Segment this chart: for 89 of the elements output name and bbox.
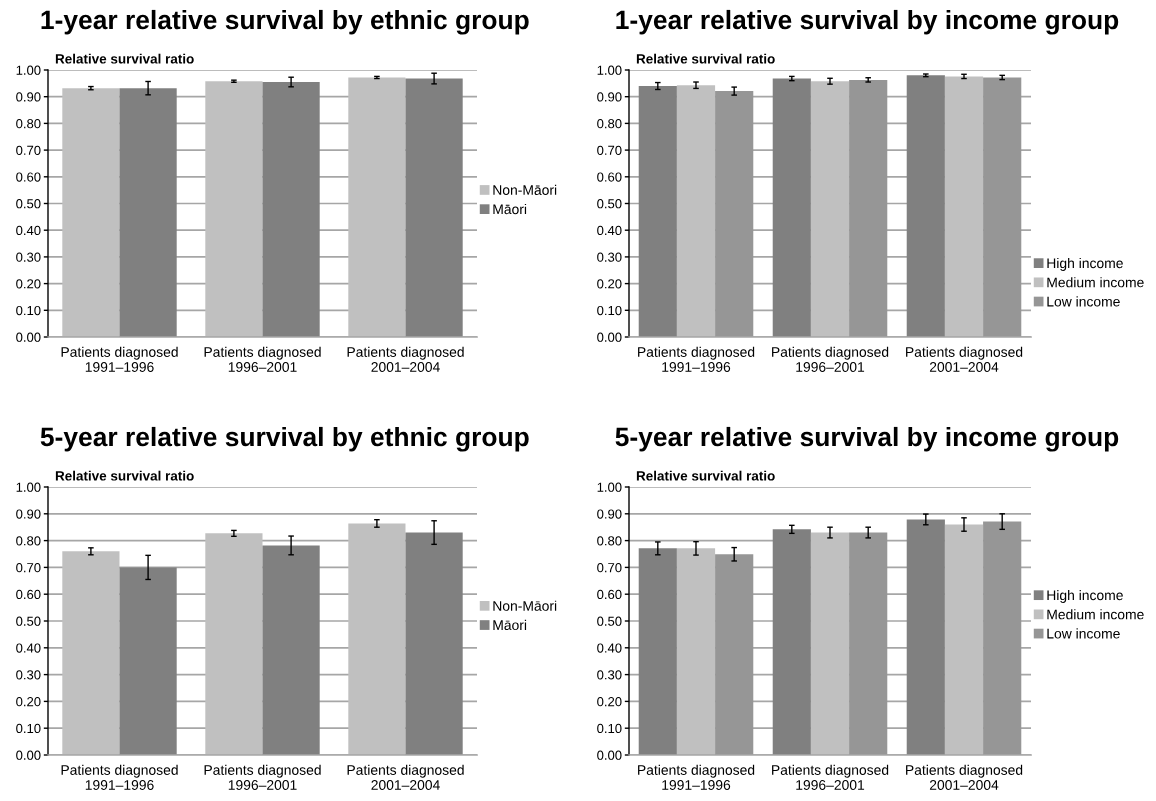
bar (119, 567, 177, 755)
y-tick-label: 0.80 (597, 119, 622, 129)
bar (772, 529, 811, 755)
legend-label: Low income (1047, 296, 1120, 307)
bar (715, 554, 754, 755)
y-tick-label: 0.30 (16, 252, 41, 262)
bar (810, 532, 850, 755)
y-tick-label: 1.00 (16, 65, 41, 75)
y-tick-label: 0.70 (597, 563, 622, 573)
bar (983, 521, 1022, 755)
y-tick-label: 0.00 (597, 332, 622, 342)
chart-title: 1-year relative survival by ethnic group (41, 9, 529, 35)
chart-title: 5-year relative survival by ethnic group (40, 426, 529, 452)
y-tick-label: 0.30 (16, 670, 41, 680)
y-tick-label: 0.40 (597, 225, 622, 236)
y-tick-label: 0.90 (597, 509, 622, 519)
y-tick-label: 0.70 (16, 563, 41, 573)
y-tick-label: 0.40 (16, 643, 41, 653)
legend-label: High income (1047, 589, 1123, 603)
bar (262, 545, 320, 755)
x-tick-label: Patients diagnosed 1996–2001 (204, 346, 321, 372)
y-tick-label: 0.70 (597, 145, 622, 155)
y-tick-label: 0.10 (16, 305, 41, 316)
y-tick-label: 0.70 (16, 145, 41, 155)
x-tick-label: Patients diagnosed 2001–2004 (906, 346, 1023, 372)
y-tick-label: 0.00 (16, 750, 41, 760)
y-axis-title: Relative survival ratio (636, 470, 775, 481)
x-tick-label: Patients diagnosed 1991–1996 (638, 346, 755, 372)
y-tick-label: 0.80 (16, 119, 41, 129)
x-tick-label: Patients diagnosed 1996–2001 (772, 764, 889, 790)
chart-title: 5-year relative survival by income group (615, 426, 1119, 452)
legend-label: High income (1047, 257, 1123, 271)
x-tick-label: Patients diagnosed 1991–1996 (638, 764, 755, 790)
x-tick-label: Patients diagnosed 1991–1996 (61, 346, 178, 372)
bar (676, 548, 716, 755)
y-tick-label: 0.90 (597, 92, 622, 102)
legend-label: Māori (493, 203, 527, 215)
y-tick-label: 0.10 (597, 723, 622, 734)
y-tick-label: 0.10 (597, 305, 622, 316)
x-tick-label: Patients diagnosed 1996–2001 (772, 346, 889, 372)
y-tick-label: 0.60 (16, 589, 41, 600)
bar (348, 523, 406, 755)
x-tick-label: Patients diagnosed 2001–2004 (906, 764, 1023, 790)
y-tick-label: 1.00 (597, 65, 622, 75)
y-tick-label: 0.40 (597, 643, 622, 653)
y-tick-label: 0.00 (597, 750, 622, 760)
legend-label: Non-Māori (493, 600, 557, 611)
y-tick-label: 0.60 (597, 589, 622, 600)
chart-title: 1-year relative survival by income group (616, 9, 1119, 35)
y-tick-label: 0.30 (597, 670, 622, 680)
x-tick-label: Patients diagnosed 2001–2004 (347, 346, 464, 372)
legend-label: Medium income (1047, 609, 1144, 620)
bar (906, 519, 945, 755)
y-tick-label: 0.80 (16, 536, 41, 546)
y-axis-title: Relative survival ratio (55, 53, 194, 64)
y-tick-label: 0.50 (597, 616, 622, 626)
x-tick-label: Patients diagnosed 2001–2004 (347, 764, 464, 790)
x-tick-label: Patients diagnosed 1991–1996 (61, 764, 178, 790)
bar (638, 548, 677, 755)
y-axis-title: Relative survival ratio (636, 53, 775, 64)
y-tick-label: 0.90 (16, 509, 41, 519)
y-tick-label: 0.20 (597, 279, 622, 289)
y-tick-label: 0.10 (16, 723, 41, 734)
y-tick-label: 0.50 (16, 199, 41, 209)
y-tick-label: 0.60 (597, 172, 622, 182)
bar (62, 551, 120, 755)
y-tick-label: 0.90 (16, 92, 41, 102)
y-tick-label: 0.30 (597, 252, 622, 262)
legend-label: Non-Māori (493, 184, 557, 195)
bar (205, 533, 263, 755)
y-tick-label: 0.60 (16, 172, 41, 182)
legend-label: Māori (493, 619, 527, 631)
y-tick-label: 0.40 (16, 225, 41, 236)
y-tick-label: 0.20 (16, 279, 41, 289)
y-tick-label: 0.50 (597, 199, 622, 209)
bar (849, 532, 888, 755)
y-tick-label: 0.00 (16, 332, 41, 342)
y-tick-label: 0.50 (16, 616, 41, 626)
y-tick-label: 1.00 (16, 482, 41, 492)
x-tick-label: Patients diagnosed 1996–2001 (204, 764, 321, 790)
y-axis-title: Relative survival ratio (55, 470, 194, 481)
y-tick-label: 0.20 (16, 697, 41, 707)
legend-label: Low income (1047, 628, 1120, 639)
bar (944, 524, 984, 755)
legend-label: Medium income (1047, 277, 1144, 288)
y-tick-label: 0.80 (597, 536, 622, 546)
bar (405, 532, 463, 755)
y-tick-label: 0.20 (597, 697, 622, 707)
y-tick-label: 1.00 (597, 482, 622, 492)
